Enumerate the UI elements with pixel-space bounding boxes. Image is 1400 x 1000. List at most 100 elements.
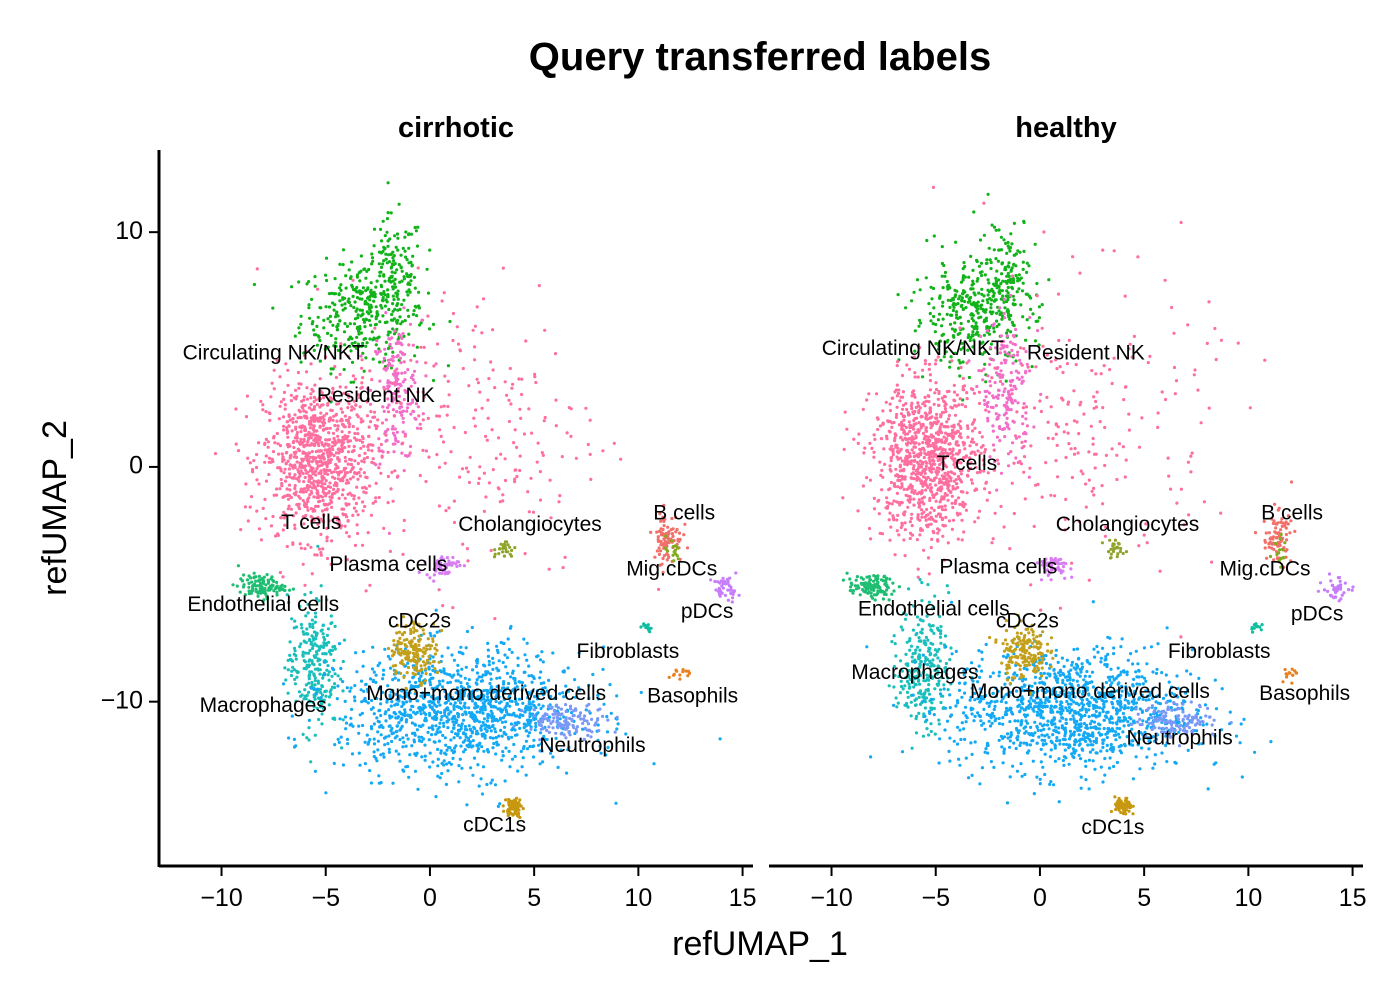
cell-point [331,440,335,444]
cluster-label: Cholangiocytes [458,513,602,536]
cell-point [396,474,400,478]
cell-point [434,643,438,647]
cell-point [533,728,537,732]
cell-point [250,580,254,584]
cell-point [358,438,362,442]
cell-point [313,733,317,737]
cell-point [1024,417,1028,421]
cell-point [442,404,446,408]
cell-point [367,425,371,429]
cell-point [347,297,351,301]
cell-point [349,275,353,279]
cell-point [359,354,363,358]
cell-point [998,306,1002,310]
cell-point [411,378,415,382]
cell-point [420,668,424,672]
cell-point [333,647,337,651]
cell-point [407,261,411,265]
cell-point [455,564,459,569]
cell-point [401,416,405,420]
cell-point [951,303,955,307]
cell-point [472,756,477,760]
cell-point [298,645,302,649]
cell-point [285,426,289,430]
cell-point [472,416,476,420]
cell-point [362,320,366,324]
cell-point [319,411,323,415]
cell-point [310,491,314,495]
cell-point [414,305,418,309]
cell-point [383,347,387,351]
cell-point [294,420,298,424]
cell-point [386,410,391,414]
cell-point [995,311,999,315]
cell-point [495,644,499,648]
cell-point [305,282,309,286]
cell-point [451,720,455,724]
cell-point [370,252,374,256]
cluster-label: Macrophages [200,694,327,717]
cell-point [381,405,385,409]
cell-point [514,799,518,803]
cell-point [391,327,395,331]
cell-point [336,424,340,428]
cell-point [977,291,981,295]
cell-point [1017,287,1021,291]
cell-point [1011,333,1016,338]
cell-point [442,667,446,671]
cell-point [925,238,929,243]
cell-point [547,567,551,571]
cluster-points [252,181,452,404]
cell-point [324,355,328,359]
cell-point [288,472,292,476]
cell-point [362,267,366,271]
cell-point [361,543,365,547]
cell-point [299,424,303,428]
cell-point [503,725,507,729]
cell-point [417,659,421,663]
cell-point [728,588,732,592]
cell-point [491,667,495,672]
cell-point [360,312,365,317]
cell-point [396,248,400,252]
cell-point [297,326,301,330]
cell-point [442,759,446,763]
cell-point [238,590,242,594]
cell-point [331,301,335,305]
cell-point [527,664,531,668]
cell-point [371,457,375,461]
cell-point [412,409,416,414]
cell-point [243,505,247,509]
cell-point [329,400,333,404]
cell-point [374,481,378,485]
cell-point [1011,441,1015,445]
cell-point [961,267,965,271]
cell-point [264,583,268,587]
cell-point [319,551,323,555]
cell-point [352,322,357,326]
cell-point [1008,246,1013,250]
cell-point [307,665,311,669]
cell-point [364,589,368,593]
cell-point [325,463,329,467]
cell-point [309,419,313,423]
cell-point [934,483,938,487]
cell-point [318,499,322,503]
cell-point [319,553,323,557]
cell-point [346,419,351,423]
cell-point [435,559,440,563]
cell-point [307,638,312,643]
cell-point [344,481,348,485]
cell-point [241,585,245,589]
cell-point [447,673,452,677]
cell-point [969,295,973,300]
cell-point [473,424,477,428]
cell-point [495,676,499,680]
cell-point [375,352,379,356]
cell-point [406,368,410,372]
cell-point [464,646,468,650]
cell-point [438,721,442,725]
cell-point [551,712,555,717]
cell-point [341,680,345,684]
